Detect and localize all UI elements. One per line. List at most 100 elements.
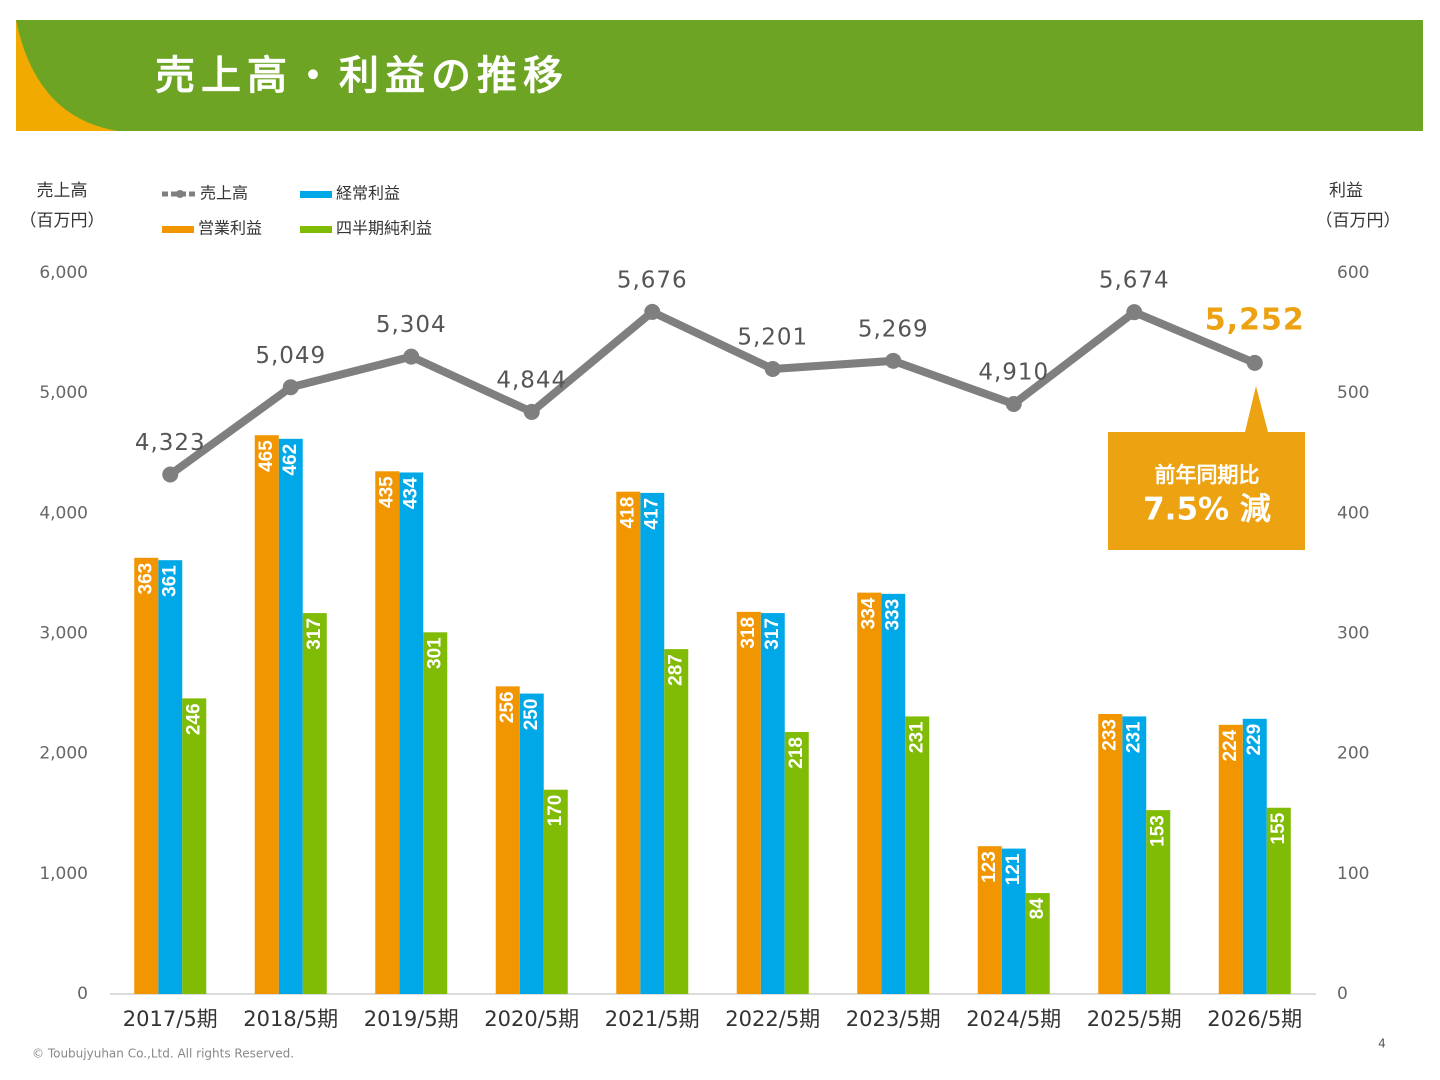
bar: [1001, 848, 1026, 994]
line-point: [523, 403, 540, 420]
bar-label: 246: [183, 703, 204, 735]
bar-label: 317: [304, 618, 325, 650]
bar: [519, 693, 544, 994]
bar: [399, 472, 424, 994]
line-point: [644, 303, 661, 320]
y2-tick-label: 100: [1337, 864, 1369, 884]
bar-label: 301: [424, 637, 445, 669]
slide-title: 売上高・利益の推移: [155, 53, 569, 99]
bar: [1242, 718, 1267, 994]
bar: [881, 593, 906, 994]
bar-label: 434: [400, 477, 421, 509]
bar: [616, 491, 641, 994]
bar: [1122, 716, 1147, 994]
line: [167, 307, 1257, 478]
line-point: [282, 379, 299, 396]
y2-tick-label: 600: [1337, 263, 1369, 283]
legend-swatch: [300, 191, 332, 198]
bar-label: 231: [906, 721, 927, 753]
line-label: 5,201: [737, 325, 808, 351]
bar-label: 155: [1268, 812, 1289, 844]
line-point: [162, 466, 179, 483]
bar: [736, 611, 761, 994]
y2-tick-label: 300: [1337, 624, 1369, 644]
x-tick-label: 2021/5期: [605, 1007, 700, 1031]
line-label: 5,304: [376, 312, 447, 338]
bar: [905, 716, 930, 994]
bar-label: 218: [786, 737, 807, 769]
y2-tick-label: 0: [1337, 984, 1348, 1004]
bar: [278, 438, 303, 995]
bar-label: 84: [1027, 898, 1048, 920]
line-point: [764, 361, 781, 378]
bar-label: 435: [376, 476, 397, 508]
y-tick-label: 4,000: [39, 503, 88, 523]
bar: [182, 698, 207, 994]
y2-tick-label: 400: [1337, 503, 1369, 523]
legend-label: 営業利益: [198, 219, 262, 238]
bar-label: 465: [256, 440, 277, 472]
line-point: [1005, 395, 1022, 412]
x-tick-label: 2026/5期: [1207, 1007, 1302, 1031]
bar-label: 153: [1147, 815, 1168, 847]
y-tick-label: 5,000: [39, 383, 88, 403]
bar-label: 317: [762, 618, 783, 650]
bar: [302, 613, 327, 994]
x-tick-label: 2023/5期: [846, 1007, 941, 1031]
x-tick-label: 2025/5期: [1087, 1007, 1182, 1031]
bar-label: 363: [135, 563, 156, 595]
bar-label: 121: [1003, 853, 1024, 885]
bar: [857, 592, 882, 994]
line-label: 5,674: [1099, 268, 1170, 294]
bar-label: 418: [617, 497, 638, 529]
y-tick-label: 2,000: [39, 744, 88, 764]
bar: [664, 649, 689, 994]
page-number: 4: [1378, 1037, 1386, 1051]
line-point: [1246, 354, 1263, 371]
line-label: 5,269: [858, 316, 929, 342]
bar: [1266, 807, 1291, 994]
legend-label: 経常利益: [336, 184, 400, 203]
bar-label: 333: [882, 599, 903, 631]
header-band: [16, 20, 1423, 131]
bar: [543, 789, 568, 994]
bar-label: 417: [641, 498, 662, 530]
y2-tick-label: 500: [1337, 383, 1369, 403]
bar: [760, 613, 785, 994]
y2-axis-title: 利益: [1329, 181, 1363, 201]
x-tick-label: 2017/5期: [123, 1007, 218, 1031]
line-label: 5,049: [255, 343, 326, 369]
y-tick-label: 0: [77, 984, 88, 1004]
legend-swatch: [300, 226, 332, 233]
bar-label: 229: [1244, 724, 1265, 756]
x-tick-label: 2024/5期: [966, 1007, 1061, 1031]
x-tick-label: 2018/5期: [243, 1007, 338, 1031]
callout-box: [1108, 386, 1305, 550]
bar: [375, 471, 400, 994]
bar: [423, 632, 448, 994]
bar-label: 123: [979, 851, 1000, 883]
bar: [134, 557, 159, 994]
line-label: 5,676: [617, 267, 688, 293]
y2-tick-label: 200: [1337, 744, 1369, 764]
y-axis-title: （百万円）: [20, 211, 105, 231]
y2-axis-title: （百万円）: [1316, 211, 1401, 231]
y-tick-label: 3,000: [39, 624, 88, 644]
line-point: [1126, 304, 1143, 321]
legend-label: 四半期純利益: [336, 219, 432, 238]
legend-swatch: [176, 190, 184, 198]
bar: [254, 435, 279, 995]
line-point: [885, 352, 902, 369]
bar-label: 224: [1220, 729, 1241, 761]
x-tick-label: 2020/5期: [484, 1007, 579, 1031]
bar: [1146, 810, 1171, 994]
bar: [495, 686, 520, 994]
bar-label: 250: [521, 699, 542, 731]
bar: [977, 846, 1002, 994]
line-point: [403, 348, 420, 365]
y-tick-label: 6,000: [39, 263, 88, 283]
bar: [1098, 714, 1123, 994]
callout-text: 7.5% 減: [1143, 492, 1271, 528]
callout-text: 前年同期比: [1155, 463, 1260, 487]
